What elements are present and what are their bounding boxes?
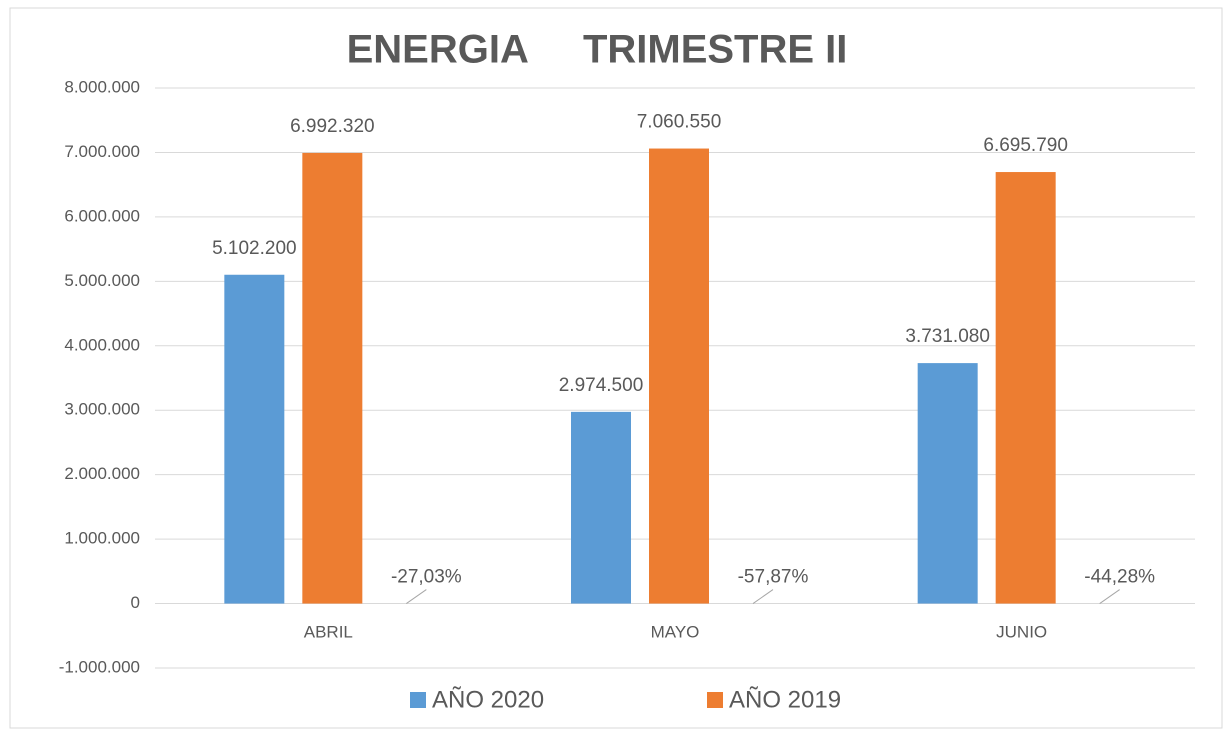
bar <box>649 148 709 604</box>
value-label: 6.992.320 <box>290 116 375 137</box>
annotation: -57,87% <box>738 567 809 588</box>
y-tick-label: 0 <box>131 593 140 612</box>
y-tick-label: 5.000.000 <box>64 271 140 290</box>
y-tick-label: 4.000.000 <box>64 335 140 354</box>
x-tick-label: MAYO <box>651 622 700 641</box>
y-tick-label: 3.000.000 <box>64 400 140 419</box>
y-tick-label: 7.000.000 <box>64 142 140 161</box>
y-tick-label: 6.000.000 <box>64 206 140 225</box>
bar <box>224 274 285 604</box>
bar <box>995 172 1056 604</box>
value-label: 6.695.790 <box>983 135 1068 156</box>
leader-line <box>1099 589 1120 604</box>
legend-swatch <box>410 692 426 708</box>
y-tick-label: 1.000.000 <box>64 529 140 548</box>
annotation: -27,03% <box>391 567 462 588</box>
leader-line <box>406 589 427 604</box>
bar <box>571 411 631 604</box>
bar <box>917 363 978 604</box>
bar <box>302 152 363 604</box>
x-tick-label: JUNIO <box>996 622 1047 641</box>
y-tick-label: 8.000.000 <box>64 77 140 96</box>
leader-line <box>752 589 774 604</box>
y-tick-label: 2.000.000 <box>64 464 140 483</box>
value-label: 5.102.200 <box>212 238 297 259</box>
y-tick-label: -1.000.000 <box>59 657 140 676</box>
value-label: 7.060.550 <box>637 112 722 133</box>
legend-swatch <box>707 692 723 708</box>
value-label: 2.974.500 <box>559 375 644 396</box>
value-label: 3.731.080 <box>905 326 990 347</box>
legend-label: AÑO 2020 <box>432 686 544 713</box>
legend-label: AÑO 2019 <box>729 686 841 713</box>
chart-title: ENERGIA TRIMESTRE II <box>347 28 848 72</box>
x-tick-label: ABRIL <box>304 622 353 641</box>
annotation: -44,28% <box>1084 567 1155 588</box>
